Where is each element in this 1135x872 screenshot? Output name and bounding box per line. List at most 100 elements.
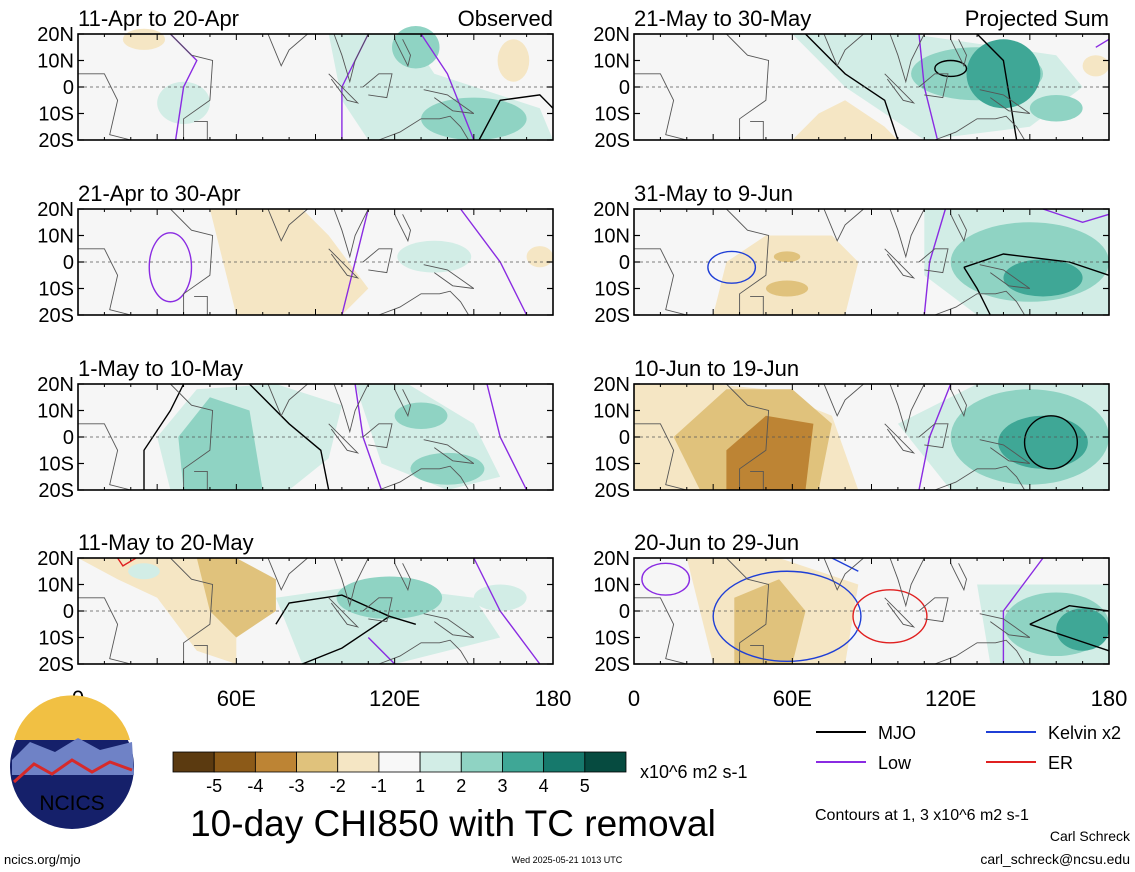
er-contour xyxy=(852,589,928,644)
x-tick-label: 120E xyxy=(925,686,976,711)
colorbar-tick-label: 1 xyxy=(415,776,425,796)
legend-label: ER xyxy=(1048,753,1073,773)
y-tick-label: 20N xyxy=(37,24,74,46)
coastline xyxy=(423,613,475,638)
footer-author: Carl Schreck xyxy=(1050,828,1131,844)
footer-site: ncics.org/mjo xyxy=(4,852,81,867)
coastline xyxy=(950,389,967,418)
y-tick-label: 20S xyxy=(38,480,74,502)
colorbar-tick-label: -2 xyxy=(330,776,346,796)
y-tick-label: 0 xyxy=(63,252,74,274)
mjo-contour xyxy=(976,33,1018,141)
logo-text: NCICS xyxy=(39,792,104,815)
anomaly-region xyxy=(1029,94,1083,122)
coastline xyxy=(950,39,967,68)
coastline xyxy=(333,33,369,84)
coastline xyxy=(918,73,949,99)
logo-line xyxy=(12,758,133,784)
er-contour xyxy=(117,557,137,567)
coastline xyxy=(333,557,369,608)
y-tick-label: 0 xyxy=(63,77,74,99)
contour-note: Contours at 1, 3 x10^6 m2 s-1 xyxy=(815,807,1029,824)
y-tick-label: 20S xyxy=(38,305,74,327)
panel-tag-label: Observed xyxy=(458,6,553,31)
coastline xyxy=(918,597,949,623)
ncics-logo: NCICS xyxy=(10,695,134,829)
colorbar-tick-label: -1 xyxy=(371,776,387,796)
coastline xyxy=(378,115,469,141)
coastline xyxy=(362,73,393,99)
x-tick-label: 180 xyxy=(1091,686,1128,711)
anomaly-region xyxy=(1003,259,1083,297)
coastline xyxy=(378,290,469,316)
colorbar-swatch xyxy=(543,751,586,773)
mjo-contour xyxy=(389,615,417,625)
panel-tag-label: Projected Sum xyxy=(965,6,1109,31)
x-tick-label: 60E xyxy=(217,686,256,711)
logo-sky xyxy=(14,695,130,740)
coastline xyxy=(394,389,411,418)
coastline xyxy=(979,264,1031,289)
mjo-contour xyxy=(275,594,391,665)
coastline xyxy=(394,214,411,243)
mjo-contour xyxy=(478,94,554,141)
coastline xyxy=(934,115,1025,141)
y-tick-label: 10N xyxy=(37,226,74,248)
y-tick-label: 10S xyxy=(38,104,74,126)
colorbar-swatch xyxy=(296,751,339,773)
coastline xyxy=(889,208,925,259)
coastline xyxy=(918,248,949,274)
colorbar-swatch xyxy=(172,751,215,773)
y-tick-label: 20N xyxy=(37,548,74,570)
mjo-contour xyxy=(934,59,968,78)
legend-label: Kelvin x2 xyxy=(1048,723,1121,743)
coastline xyxy=(394,563,411,592)
kelvin-contour xyxy=(707,250,757,284)
panel-period-label: 21-May to 30-May xyxy=(634,6,811,31)
anomaly-region xyxy=(998,415,1088,469)
coastline xyxy=(328,423,360,454)
legend-label: MJO xyxy=(878,723,916,743)
anomaly-region xyxy=(792,100,898,140)
y-tick-label: 20S xyxy=(594,305,630,327)
y-tick-label: 20S xyxy=(594,130,630,152)
low-contour xyxy=(148,232,193,303)
y-tick-label: 20N xyxy=(593,548,630,570)
colorbar-tick-label: -3 xyxy=(289,776,305,796)
colorbar-tick-label: -5 xyxy=(206,776,222,796)
anomaly-region xyxy=(128,563,160,580)
y-tick-label: 10N xyxy=(593,575,630,597)
coastline xyxy=(423,264,475,289)
coastline xyxy=(394,39,411,68)
anomaly-region xyxy=(526,246,553,268)
anomaly-region xyxy=(966,39,1041,109)
coastline xyxy=(423,439,475,464)
coastline xyxy=(362,597,393,623)
x-tick-label: 180 xyxy=(535,686,572,711)
anomaly-region xyxy=(497,39,530,82)
colorbar-tick-label: 2 xyxy=(456,776,466,796)
coastline xyxy=(884,248,916,279)
coastline xyxy=(918,423,949,449)
anomaly-region xyxy=(157,81,210,125)
anomaly-region xyxy=(726,415,814,490)
coastline xyxy=(328,597,360,628)
coastline xyxy=(979,613,1031,638)
anomaly-region xyxy=(1082,55,1109,77)
chart-title: 10-day CHI850 with TC removal xyxy=(190,803,716,844)
colorbar-swatch xyxy=(254,751,297,773)
x-tick-label: 60E xyxy=(773,686,812,711)
y-tick-label: 20S xyxy=(38,654,74,676)
coastline xyxy=(884,73,916,104)
panel-period-label: 31-May to 9-Jun xyxy=(634,181,793,206)
anomaly-region xyxy=(397,240,472,273)
y-tick-label: 10N xyxy=(593,401,630,423)
colorbar-tick-label: 3 xyxy=(497,776,507,796)
coastline xyxy=(333,208,369,259)
anomaly-region xyxy=(392,26,440,69)
y-tick-label: 0 xyxy=(63,427,74,449)
